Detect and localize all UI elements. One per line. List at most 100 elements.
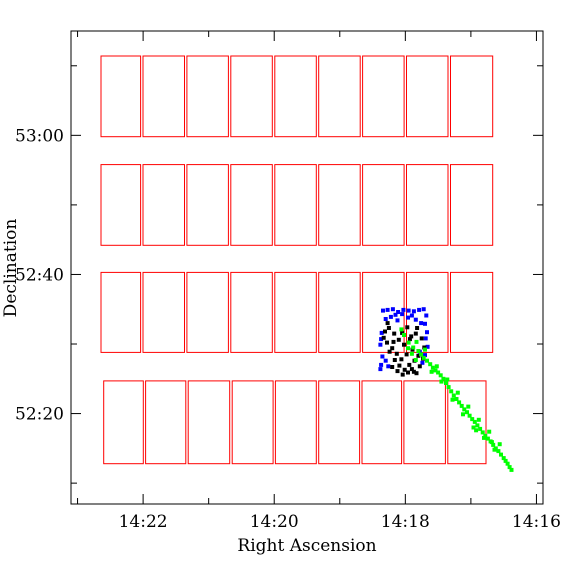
data-point-black xyxy=(392,331,397,336)
field-rect xyxy=(230,164,273,246)
field-rect xyxy=(450,271,494,353)
data-point-blue xyxy=(421,307,426,312)
field-rect xyxy=(142,55,185,138)
field-rect xyxy=(403,380,446,465)
data-point-green xyxy=(411,345,416,350)
data-point-black xyxy=(409,334,414,339)
data-point-green xyxy=(399,327,404,332)
x-tick-label: 14:16 xyxy=(512,512,561,532)
x-tick-label: 14:22 xyxy=(119,512,168,532)
tick-labels: 14:22 14:20 14:18 14:16 52:20 52:40 53:00 xyxy=(15,126,561,532)
data-point-black xyxy=(419,336,424,341)
data-point-blue xyxy=(419,321,424,326)
data-point-green xyxy=(421,355,426,360)
data-point-green xyxy=(454,397,459,401)
field-rect xyxy=(406,55,449,138)
y-tick-label: 52:40 xyxy=(15,266,64,286)
data-point-blue xyxy=(381,308,385,313)
data-point-blue xyxy=(401,307,406,312)
data-point-green xyxy=(503,458,508,463)
data-point-green xyxy=(475,423,480,428)
data-point-black xyxy=(381,335,386,340)
data-point-green xyxy=(455,390,460,395)
data-point-green xyxy=(501,456,506,461)
field-rect xyxy=(274,164,317,246)
data-point-black xyxy=(410,347,415,352)
y-tick-label: 53:00 xyxy=(15,126,64,146)
data-point-black xyxy=(390,346,395,351)
data-point-green xyxy=(461,412,465,417)
data-point-green xyxy=(492,447,497,452)
data-point-blue xyxy=(409,313,414,318)
data-point-green xyxy=(465,410,469,415)
data-point-blue xyxy=(378,367,383,372)
field-rect xyxy=(187,380,231,465)
data-point-black xyxy=(386,326,391,330)
data-point-blue xyxy=(388,314,393,319)
data-point-green xyxy=(441,376,446,381)
data-point-black xyxy=(394,351,399,356)
data-point-green xyxy=(471,425,476,430)
field-rect xyxy=(274,380,317,465)
field-rect xyxy=(362,164,405,246)
data-point-blue xyxy=(379,330,384,335)
field-rect xyxy=(318,271,361,353)
data-point-green xyxy=(489,440,494,445)
field-rect xyxy=(450,55,494,138)
data-point-green xyxy=(436,370,441,375)
data-point-blue xyxy=(424,313,429,318)
data-point-green xyxy=(439,379,444,384)
data-point-green xyxy=(445,377,450,382)
data-point-black xyxy=(397,363,402,368)
data-point-green xyxy=(509,467,514,472)
data-point-green xyxy=(434,364,439,369)
data-point-black xyxy=(413,331,418,336)
field-rect xyxy=(142,271,185,353)
data-point-black xyxy=(400,330,405,335)
data-point-green xyxy=(507,465,512,470)
field-rect xyxy=(361,380,403,465)
data-point-green xyxy=(416,349,421,353)
data-point-black xyxy=(416,353,421,358)
data-point-blue xyxy=(417,307,422,312)
data-point-green xyxy=(414,339,419,344)
data-point-green xyxy=(429,369,434,374)
data-point-blue xyxy=(413,317,418,322)
field-rect xyxy=(230,55,273,138)
field-rect xyxy=(362,55,405,138)
data-point-blue xyxy=(379,362,384,367)
data-point-green xyxy=(478,426,483,431)
field-rect xyxy=(145,380,187,465)
data-point-black xyxy=(399,357,404,362)
data-point-green xyxy=(496,449,501,454)
data-point-black xyxy=(402,342,406,347)
data-point-green xyxy=(491,442,496,447)
data-point-blue xyxy=(406,308,411,313)
field-rect xyxy=(274,271,317,353)
data-point-green xyxy=(482,435,486,440)
field-rect xyxy=(274,55,317,138)
data-point-green xyxy=(406,340,411,345)
data-point-black xyxy=(387,349,392,354)
data-point-green xyxy=(402,333,406,337)
data-point-green xyxy=(505,461,510,466)
data-point-green xyxy=(499,452,503,457)
field-rect xyxy=(231,380,274,465)
data-point-black xyxy=(405,325,410,330)
data-point-blue xyxy=(383,317,388,321)
data-point-green xyxy=(476,417,481,422)
data-point-blue xyxy=(380,354,385,359)
data-point-black xyxy=(422,345,427,350)
data-point-black xyxy=(417,364,422,369)
data-point-black xyxy=(409,367,414,372)
data-point-black xyxy=(411,369,416,374)
data-point-green xyxy=(462,407,467,412)
data-point-green xyxy=(438,373,443,378)
data-point-black xyxy=(385,321,390,326)
data-point-blue xyxy=(385,307,390,312)
data-point-black xyxy=(390,365,395,369)
field-rect xyxy=(406,271,449,353)
data-point-green xyxy=(497,442,502,447)
